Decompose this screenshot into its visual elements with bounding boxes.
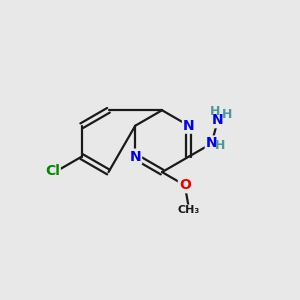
Text: H: H <box>210 105 221 118</box>
Text: CH₃: CH₃ <box>178 205 200 215</box>
Text: N: N <box>212 113 224 127</box>
Text: N: N <box>130 150 141 164</box>
Text: H: H <box>215 139 226 152</box>
Text: N: N <box>206 136 218 151</box>
Text: N: N <box>183 119 195 133</box>
Text: Cl: Cl <box>45 164 60 178</box>
Text: H: H <box>221 108 232 122</box>
Text: O: O <box>179 178 191 192</box>
